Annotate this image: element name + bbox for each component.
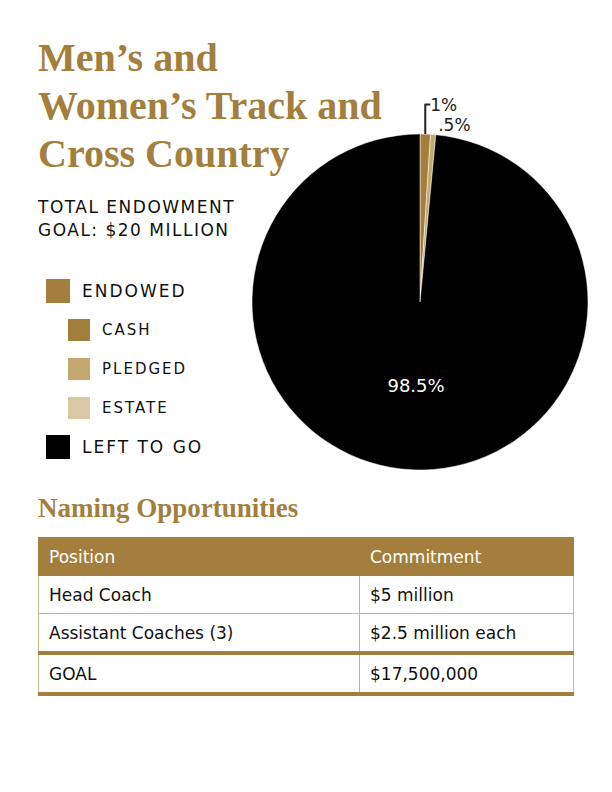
html-text:GOAL: GOAL xyxy=(49,663,97,684)
html-text:LEFT TO GO: LEFT TO GO xyxy=(82,436,204,457)
html-text:CASH: CASH xyxy=(102,320,152,339)
html-text:Position: Position xyxy=(49,546,116,567)
svg-text:98.5%: 98.5% xyxy=(387,375,444,396)
html-text:$2.5 million each: $2.5 million each xyxy=(370,622,517,643)
html-text:PLEDGED: PLEDGED xyxy=(102,359,188,378)
html-text:TOTAL ENDOWMENT GOAL: $20 MILL: TOTAL ENDOWMENT GOAL: $20 MILLION xyxy=(38,197,236,240)
html-text:Assistant Coaches (3): Assistant Coaches (3) xyxy=(49,622,234,643)
html-text:$17,500,000: $17,500,000 xyxy=(370,663,479,684)
html-text:ESTATE: ESTATE xyxy=(102,398,169,417)
svg-text:1%: 1% xyxy=(430,95,457,115)
html-text:Head Coach: Head Coach xyxy=(49,584,152,605)
html-text:ENDOWED: ENDOWED xyxy=(82,280,187,301)
svg-text:.5%: .5% xyxy=(438,115,470,135)
html-text:$5 million: $5 million xyxy=(370,584,454,605)
html-text:Commitment: Commitment xyxy=(370,546,482,567)
html-text:Men’s and Women’s Track and Cr: Men’s and Women’s Track and Cross Countr… xyxy=(38,35,382,176)
html-text:Naming Opportunities: Naming Opportunities xyxy=(38,493,299,523)
